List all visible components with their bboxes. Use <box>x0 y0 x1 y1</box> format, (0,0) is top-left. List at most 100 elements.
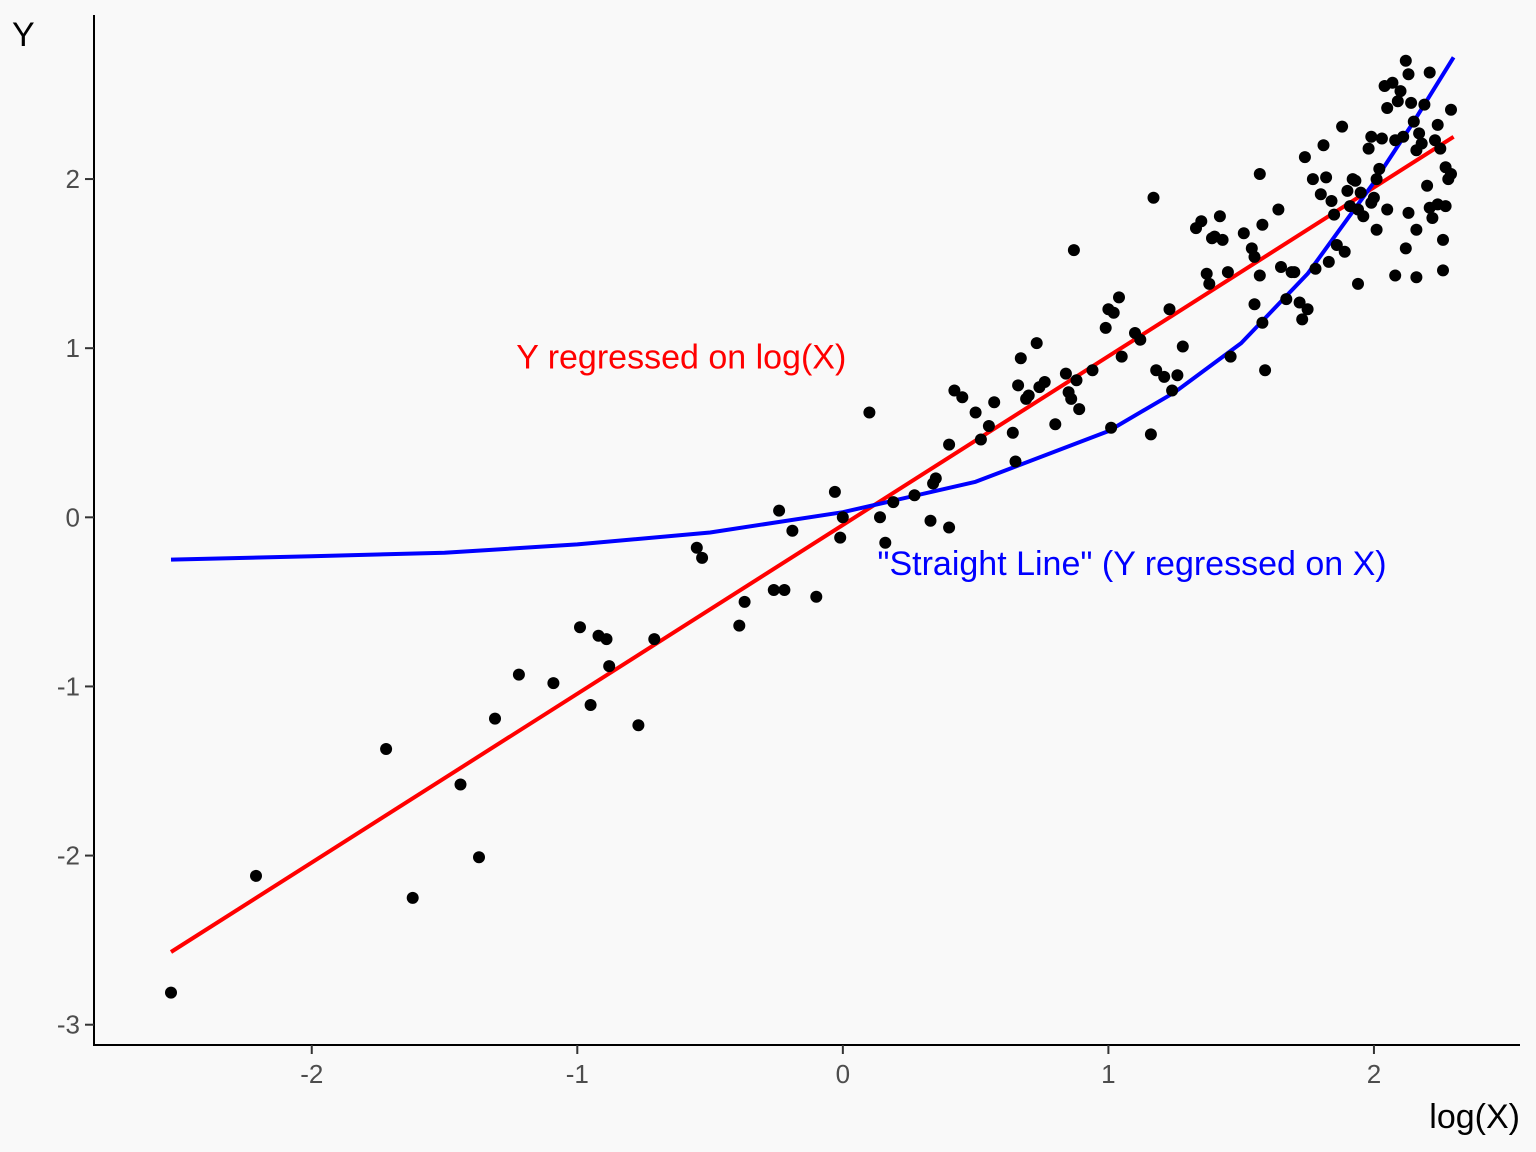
x-tick-label: 2 <box>1367 1059 1381 1089</box>
data-point <box>1049 418 1062 431</box>
data-point <box>1224 350 1237 363</box>
data-point <box>473 851 485 864</box>
data-point <box>1298 151 1311 164</box>
data-point <box>1431 118 1444 131</box>
data-point <box>874 511 886 524</box>
data-point <box>738 595 751 608</box>
data-point <box>1445 103 1457 116</box>
data-point <box>1421 179 1434 192</box>
y-tick-label: 1 <box>66 333 80 363</box>
data-point <box>879 536 892 549</box>
data-point <box>1200 267 1213 280</box>
data-point <box>1407 115 1420 128</box>
data-point <box>1115 350 1128 363</box>
data-point <box>1099 321 1112 334</box>
data-point <box>924 514 937 527</box>
data-point <box>1195 215 1208 228</box>
data-point <box>1357 210 1370 223</box>
data-point <box>1256 316 1269 329</box>
data-point <box>489 712 501 725</box>
data-point <box>1410 223 1423 236</box>
data-point <box>1325 195 1338 207</box>
data-point <box>1163 303 1176 316</box>
data-point <box>929 472 942 485</box>
x-tick-label: -2 <box>300 1059 323 1089</box>
data-point <box>1338 245 1351 258</box>
data-point <box>908 489 921 502</box>
data-point <box>1248 298 1261 311</box>
data-point <box>1147 191 1160 204</box>
data-point <box>1370 223 1383 236</box>
data-point <box>1381 102 1394 114</box>
data-point <box>1065 392 1078 405</box>
data-point <box>1259 364 1272 377</box>
data-point <box>1221 266 1234 279</box>
data-point <box>1158 370 1171 383</box>
y-tick-label: 2 <box>66 164 80 194</box>
data-point <box>969 406 982 419</box>
data-point <box>1415 137 1428 150</box>
data-point <box>1373 162 1386 175</box>
data-point <box>1067 244 1080 257</box>
data-point <box>1328 208 1341 221</box>
data-point <box>1176 340 1189 353</box>
data-point <box>1275 261 1287 273</box>
data-point <box>1399 242 1412 255</box>
data-point <box>632 719 645 732</box>
data-point <box>1341 184 1354 197</box>
data-point <box>1322 255 1335 268</box>
data-point <box>1006 426 1019 439</box>
x-tick-label: 0 <box>836 1059 850 1089</box>
data-point <box>1272 203 1285 216</box>
data-point <box>1144 428 1157 441</box>
data-point <box>600 633 613 646</box>
data-point <box>943 521 956 534</box>
data-point <box>1309 262 1322 275</box>
data-point <box>810 590 823 603</box>
data-point <box>1038 376 1051 388</box>
data-point <box>1320 171 1333 184</box>
data-point <box>1317 139 1330 152</box>
data-point <box>1367 191 1380 204</box>
data-point <box>1012 379 1025 392</box>
data-point <box>956 391 969 404</box>
scatter-points <box>165 54 1457 999</box>
data-point <box>988 396 1001 409</box>
x-tick-label: 1 <box>1101 1059 1115 1089</box>
data-point <box>406 891 419 904</box>
data-point <box>165 986 177 999</box>
data-point <box>1022 389 1035 402</box>
y-tick-label: -1 <box>57 671 80 701</box>
y-axis-ticks: -3 -2 -1 0 1 2 <box>57 164 94 1040</box>
data-point <box>1107 306 1120 319</box>
data-point <box>887 496 900 509</box>
data-point <box>648 633 661 646</box>
data-point <box>1113 291 1125 304</box>
data-point <box>1296 313 1309 326</box>
annotations: Y regressed on log(X) "Straight Line" (Y … <box>516 339 1386 583</box>
data-point <box>1280 293 1293 306</box>
x-axis-ticks: -2 -1 0 1 2 <box>300 1045 1381 1089</box>
data-point <box>1394 85 1407 98</box>
straight-line-label: "Straight Line" (Y regressed on X) <box>877 545 1386 583</box>
data-point <box>1070 374 1083 387</box>
data-point <box>834 531 847 544</box>
x-tick-label: -1 <box>566 1059 589 1089</box>
data-point <box>948 384 961 397</box>
data-point <box>1293 296 1306 309</box>
data-point <box>1314 188 1327 201</box>
data-point <box>1437 233 1449 246</box>
data-point <box>574 621 586 634</box>
data-point <box>1391 95 1404 108</box>
data-point <box>1171 369 1184 382</box>
data-point <box>1253 168 1266 180</box>
data-point <box>1105 421 1118 434</box>
data-point <box>1014 352 1027 365</box>
y-tick-label: -3 <box>57 1010 80 1040</box>
data-point <box>1413 127 1426 140</box>
data-point <box>696 551 709 564</box>
data-point <box>1150 364 1163 377</box>
data-point <box>1405 96 1418 109</box>
data-point <box>1426 212 1439 224</box>
data-point <box>1362 142 1375 155</box>
